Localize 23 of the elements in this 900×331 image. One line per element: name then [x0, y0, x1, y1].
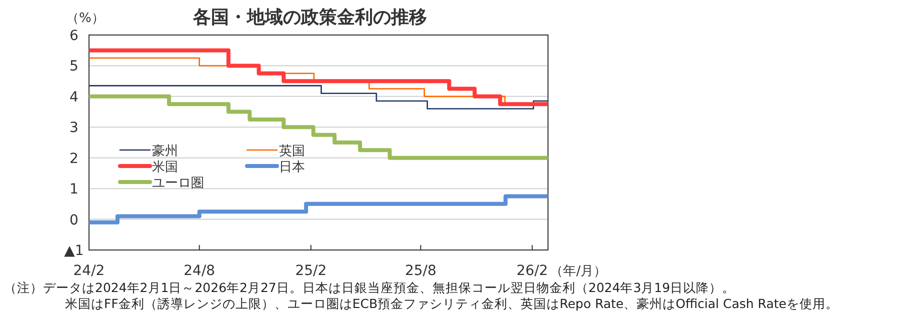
x-tick-label: 25/2: [295, 263, 327, 279]
legend-label: ユーロ圏: [152, 176, 204, 191]
x-axis-title: （年/月）: [550, 264, 607, 279]
y-tick-label: 1: [70, 182, 78, 198]
y-tick-label: 0: [70, 212, 78, 228]
chart-title: 各国・地域の政策金利の推移: [192, 7, 427, 28]
x-tick-label: 25/8: [404, 263, 436, 279]
legend-label: 英国: [279, 144, 305, 159]
y-tick-label: 3: [70, 120, 78, 136]
y-tick-label: 4: [70, 89, 79, 106]
y-tick-label: ▲1: [64, 243, 84, 259]
y-tick-label: 2: [70, 150, 78, 167]
x-tick-label: 24/8: [184, 263, 216, 279]
legend-label: 豪州: [152, 144, 178, 159]
legend-label: 日本: [279, 160, 305, 175]
text: 米国はFF金利（誘導レンジの上限）、ユーロ圏はECB預金ファシリティ金利、英国はRepo Rate、豪州はOfficial Cash Rateを使用。: [65, 296, 838, 311]
y-axis-title: （%）: [66, 11, 104, 26]
y-tick-label: 6: [70, 28, 79, 44]
text: （注）データは2024年2月1日～2026年2月27日。日本は日銀当座預金、無担保コール翌日物金利（2024年3月19日以降）。: [4, 280, 736, 295]
legend-label: 米国: [152, 160, 178, 175]
x-tick-label: 24/2: [73, 263, 105, 279]
y-tick-label: 5: [70, 58, 78, 75]
x-tick-label: 26/2: [516, 263, 548, 279]
